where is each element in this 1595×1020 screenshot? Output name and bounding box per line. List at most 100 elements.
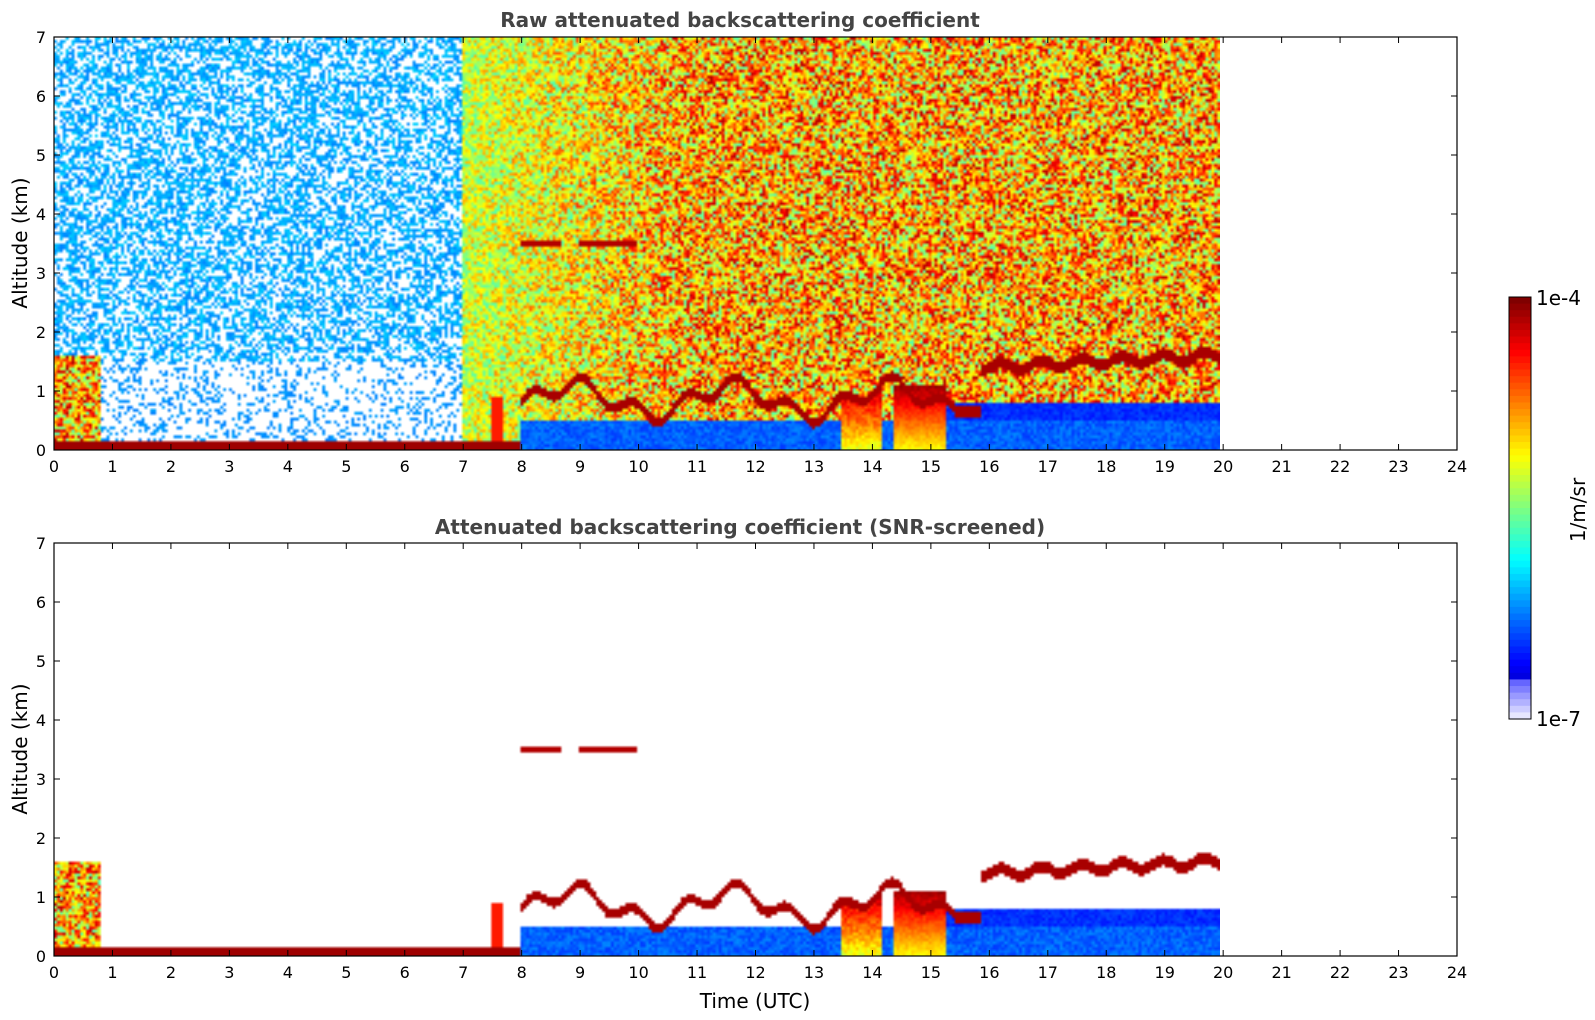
x-tick-label: 8 [517, 457, 527, 476]
x-tick-label: 12 [745, 963, 765, 982]
colorbar-band [1509, 495, 1531, 502]
colorbar-band [1509, 693, 1531, 700]
x-tick-label: 15 [921, 457, 941, 476]
x-tick-label: 1 [107, 963, 117, 982]
colorbar-band [1509, 337, 1531, 344]
y-tick-label: 0 [36, 947, 46, 966]
colorbar-band [1509, 435, 1531, 442]
colorbar-band [1509, 501, 1531, 508]
x-tick-label: 18 [1096, 963, 1116, 982]
x-tick-label: 4 [283, 963, 293, 982]
y-tick-label: 2 [36, 323, 46, 342]
colorbar-band [1509, 660, 1531, 667]
x-tick-label: 7 [458, 457, 468, 476]
x-tick-label: 8 [517, 963, 527, 982]
colorbar-band [1509, 350, 1531, 357]
x-tick-label: 12 [745, 457, 765, 476]
x-tick-label: 7 [458, 963, 468, 982]
x-tick-label: 18 [1096, 457, 1116, 476]
y-tick-label: 2 [36, 829, 46, 848]
x-tick-label: 0 [49, 963, 59, 982]
heatmap-image [54, 37, 1220, 450]
x-tick-label: 22 [1330, 457, 1350, 476]
colorbar-band [1509, 686, 1531, 693]
colorbar-band [1509, 587, 1531, 594]
x-tick-label: 11 [687, 457, 707, 476]
colorbar-band [1509, 614, 1531, 621]
x-tick-label: 2 [166, 963, 176, 982]
x-tick-label: 9 [575, 457, 585, 476]
colorbar-band [1509, 574, 1531, 581]
colorbar-band [1509, 600, 1531, 607]
colorbar-band [1509, 389, 1531, 396]
x-tick-label: 20 [1213, 963, 1233, 982]
x-tick-label: 10 [628, 457, 648, 476]
colorbar-band [1509, 646, 1531, 653]
panel-raw: Raw attenuated backscattering coefficien… [8, 8, 1467, 476]
x-tick-label: 0 [49, 457, 59, 476]
colorbar-band [1509, 409, 1531, 416]
x-tick-label: 4 [283, 457, 293, 476]
x-tick-label: 6 [400, 963, 410, 982]
x-tick-label: 5 [341, 963, 351, 982]
x-tick-label: 14 [862, 457, 882, 476]
y-axis-label: Altitude (km) [8, 177, 32, 308]
y-tick-label: 1 [36, 888, 46, 907]
colorbar-max-label: 1e-4 [1536, 286, 1581, 310]
colorbar-band [1509, 554, 1531, 561]
x-tick-label: 6 [400, 457, 410, 476]
colorbar-gradient [1509, 297, 1531, 720]
colorbar-band [1509, 370, 1531, 377]
x-axis-label: Time (UTC) [699, 989, 811, 1013]
x-tick-label: 13 [804, 457, 824, 476]
x-tick-label: 11 [687, 963, 707, 982]
colorbar-band [1509, 607, 1531, 614]
y-tick-label: 1 [36, 382, 46, 401]
colorbar-band [1509, 561, 1531, 568]
colorbar-band [1509, 297, 1531, 304]
y-tick-label: 5 [36, 652, 46, 671]
colorbar-band [1509, 620, 1531, 627]
panel-screened: Attenuated backscattering coefficient (S… [8, 515, 1467, 1013]
y-tick-label: 5 [36, 146, 46, 165]
colorbar-band [1509, 429, 1531, 436]
colorbar-band [1509, 508, 1531, 515]
x-tick-label: 3 [224, 963, 234, 982]
x-tick-label: 24 [1447, 457, 1467, 476]
colorbar-band [1509, 323, 1531, 330]
colorbar-band [1509, 706, 1531, 713]
x-tick-label: 2 [166, 457, 176, 476]
colorbar: 1e-4 1e-7 1/m/sr [1509, 286, 1590, 731]
colorbar-band [1509, 462, 1531, 469]
x-tick-label: 15 [921, 963, 941, 982]
colorbar-band [1509, 679, 1531, 686]
colorbar-band [1509, 330, 1531, 337]
y-tick-label: 4 [36, 711, 46, 730]
colorbar-band [1509, 317, 1531, 324]
heatmap-image [54, 543, 1220, 956]
x-tick-label: 14 [862, 963, 882, 982]
figure: Raw attenuated backscattering coefficien… [0, 0, 1595, 1020]
x-tick-label: 17 [1038, 963, 1058, 982]
colorbar-band [1509, 633, 1531, 640]
y-tick-label: 7 [36, 28, 46, 47]
x-tick-label: 16 [979, 963, 999, 982]
colorbar-band [1509, 376, 1531, 383]
colorbar-band [1509, 363, 1531, 370]
colorbar-band [1509, 455, 1531, 462]
colorbar-band [1509, 627, 1531, 634]
x-tick-label: 24 [1447, 963, 1467, 982]
x-tick-label: 17 [1038, 457, 1058, 476]
y-tick-label: 3 [36, 264, 46, 283]
x-tick-label: 9 [575, 963, 585, 982]
x-tick-label: 16 [979, 457, 999, 476]
colorbar-band [1509, 567, 1531, 574]
x-tick-label: 23 [1388, 963, 1408, 982]
colorbar-band [1509, 534, 1531, 541]
x-tick-label: 13 [804, 963, 824, 982]
x-tick-label: 5 [341, 457, 351, 476]
x-tick-label: 19 [1155, 963, 1175, 982]
colorbar-band [1509, 581, 1531, 588]
colorbar-band [1509, 403, 1531, 410]
x-tick-label: 3 [224, 457, 234, 476]
